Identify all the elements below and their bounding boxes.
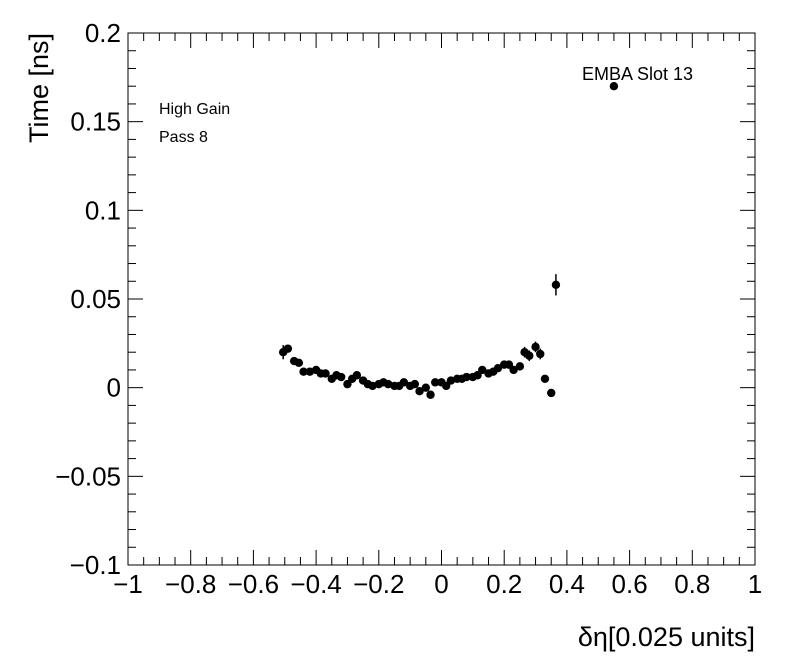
point-marker: [547, 388, 556, 398]
x-tick-label: −0.8: [165, 569, 216, 599]
x-tick-label: −1: [113, 569, 143, 599]
data-point: [321, 369, 330, 378]
x-tick-label: −0.4: [290, 569, 341, 599]
point-marker: [540, 374, 550, 383]
data-point: [547, 388, 556, 398]
y-axis-title: Time [ns]: [24, 33, 54, 143]
point-marker: [283, 344, 293, 353]
x-axis-title: δη[0.025 units]: [578, 622, 755, 652]
point-marker: [421, 383, 431, 392]
x-tick-label: 0.6: [612, 569, 648, 599]
data-point: [415, 387, 424, 396]
point-marker: [493, 363, 503, 373]
y-tick-label: 0.05: [70, 284, 121, 314]
x-tick-label: −0.6: [228, 569, 279, 599]
point-marker: [515, 362, 525, 371]
annotation-pass: Pass 8: [159, 129, 208, 146]
point-marker: [399, 378, 409, 387]
point-marker: [299, 367, 308, 376]
data-point: [410, 379, 420, 389]
data-point: [426, 390, 435, 399]
x-tick-label: 0.2: [486, 569, 522, 599]
x-tick-label: −0.2: [353, 569, 404, 599]
data-point: [478, 365, 487, 375]
data-point: [609, 82, 619, 91]
annotation-high-gain: High Gain: [159, 101, 230, 118]
y-tick-label: −0.05: [55, 461, 121, 491]
data-point: [551, 274, 561, 296]
data-point: [399, 378, 409, 387]
data-point: [515, 362, 525, 371]
data-point: [283, 344, 293, 353]
y-tick-label: 0.15: [70, 107, 121, 137]
data-point: [531, 341, 540, 353]
axis-ticks: [127, 32, 756, 566]
point-marker: [321, 369, 330, 378]
point-marker: [509, 365, 518, 375]
data-point: [421, 383, 431, 392]
data-point: [352, 371, 362, 380]
data-points: [278, 82, 619, 399]
y-tick-label: 0.1: [85, 195, 121, 225]
point-marker: [415, 387, 424, 396]
point-marker: [426, 390, 435, 399]
point-marker: [410, 379, 420, 389]
x-tick-label: 0.8: [674, 569, 710, 599]
x-tick-label: 0.4: [549, 569, 585, 599]
data-point: [431, 378, 440, 387]
data-point: [294, 358, 304, 368]
point-marker: [431, 378, 440, 387]
point-marker: [352, 371, 362, 380]
data-point: [493, 363, 503, 373]
data-point: [509, 365, 518, 375]
annotation-slot: EMBA Slot 13: [582, 64, 693, 84]
data-point: [540, 374, 550, 383]
point-marker: [525, 351, 534, 360]
point-marker: [478, 365, 487, 375]
x-tick-label: 1: [748, 569, 762, 599]
point-marker: [336, 372, 346, 382]
point-marker: [551, 280, 561, 290]
x-tick-label: 0: [434, 569, 448, 599]
y-tick-label: −0.1: [70, 550, 121, 580]
data-point: [336, 372, 346, 382]
point-marker: [536, 349, 545, 359]
point-marker: [531, 342, 540, 352]
x-axis-tick-labels: −1 −0.8 −0.6 −0.4 −0.2 0 0.2 0.4 0.6 0.8 1: [113, 569, 762, 599]
y-tick-label: 0: [107, 373, 121, 403]
data-point: [299, 367, 308, 376]
point-marker: [294, 358, 304, 368]
data-point: [525, 350, 534, 362]
point-marker: [609, 82, 619, 91]
data-point: [462, 372, 471, 382]
point-marker: [462, 372, 471, 382]
data-point: [536, 348, 545, 360]
y-tick-label: 0.2: [85, 18, 121, 48]
y-axis-tick-labels: −0.1 −0.05 0 0.05 0.1 0.15 0.2: [55, 18, 121, 580]
